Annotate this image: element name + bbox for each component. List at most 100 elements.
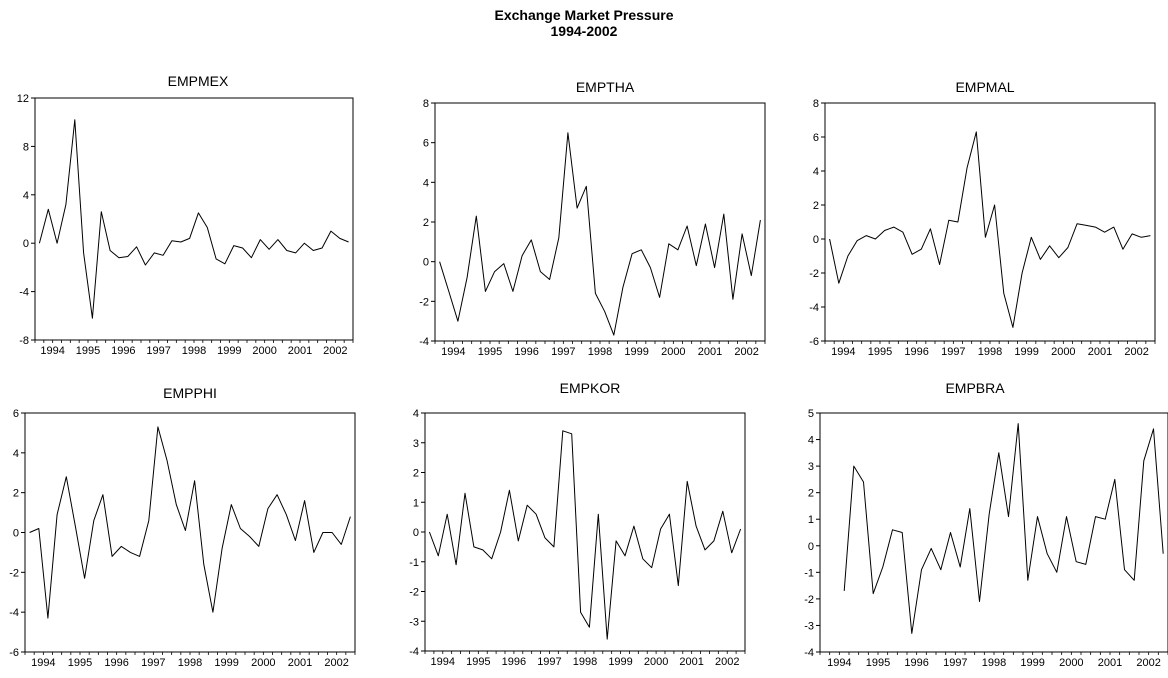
- empkor-title: EMPKOR: [560, 380, 621, 396]
- empmex-plot-frame: [34, 97, 354, 341]
- emptha-ytick-label: 2: [423, 217, 429, 229]
- empmex-xtick-label: 1995: [76, 345, 100, 357]
- empkor-ytick-label: 2: [413, 468, 419, 480]
- empkor-xtick-label: 1997: [537, 656, 561, 668]
- empphi-xtick-label: 1997: [141, 657, 165, 669]
- empphi-ytick-label: -4: [9, 607, 19, 619]
- empmal-xtick-label: 1995: [868, 346, 892, 358]
- empmex-ytick-label: 12: [17, 93, 29, 105]
- empkor-ytick-label: 4: [413, 408, 419, 420]
- panel-empkor: EMPKOR -4 -3 -2 -1 0 1 2 3 4 1994 1995 1996 1997 1998 1…: [409, 380, 746, 668]
- empmal-xtick-label: 1999: [1014, 346, 1038, 358]
- panel-empmal: EMPMAL -6 -4 -2 0 2 4 6 8 1994 1995 1996 1997 1998 199…: [809, 79, 1156, 358]
- empkor-ytick-label: -2: [409, 587, 419, 599]
- empmex-ytick-label: 8: [23, 141, 29, 153]
- empbra-ytick-label: -1: [804, 567, 814, 579]
- empbra-xtick-label: 1997: [943, 657, 967, 669]
- empbra-plot-frame: [819, 412, 1168, 653]
- empkor-ytick-label: -4: [409, 646, 419, 658]
- empphi-ytick-label: 6: [13, 408, 19, 420]
- empphi-xtick-label: 1995: [68, 657, 92, 669]
- empphi-series-line: [29, 426, 351, 619]
- empmex-xtick-label: 2000: [252, 345, 276, 357]
- empbra-ytick-label: 5: [808, 408, 814, 420]
- empkor-plot-frame: [424, 412, 746, 652]
- empbra-xtick-label: 1999: [1020, 657, 1044, 669]
- empmal-xtick-label: 2001: [1088, 346, 1112, 358]
- empphi-ytick-label: -6: [9, 647, 19, 659]
- chart-main-title: Exchange Market Pressure: [494, 7, 674, 23]
- emptha-xtick-label: 2002: [734, 346, 758, 358]
- empbra-ytick-label: 0: [808, 541, 814, 553]
- empmal-ytick-label: -2: [809, 268, 819, 280]
- empkor-xtick-label: 2002: [715, 656, 739, 668]
- empbra-ytick-label: -3: [804, 620, 814, 632]
- empmex-xtick-label: 1994: [40, 345, 64, 357]
- empphi-title: EMPPHI: [163, 385, 217, 401]
- empkor-ytick-label: 0: [413, 527, 419, 539]
- empmal-ytick-label: -6: [809, 336, 819, 348]
- empmex-xtick-label: 1999: [217, 345, 241, 357]
- empkor-xtick-label: 1994: [431, 656, 455, 668]
- empbra-ytick-label: 2: [808, 488, 814, 500]
- empphi-plot-frame: [24, 412, 356, 653]
- empmex-series-line: [38, 119, 349, 319]
- empmex-xtick-label: 1998: [182, 345, 206, 357]
- empmal-ytick-label: 6: [813, 132, 819, 144]
- emptha-title: EMPTHA: [576, 79, 635, 95]
- empkor-ytick-label: -3: [409, 616, 419, 628]
- emptha-ytick-label: 0: [423, 257, 429, 269]
- empphi-xtick-label: 1994: [31, 657, 55, 669]
- emptha-xtick-label: 1994: [441, 346, 465, 358]
- empbra-ytick-label: 4: [808, 435, 814, 447]
- empbra-xtick-label: 2001: [1098, 657, 1122, 669]
- empmal-ytick-label: 4: [813, 166, 819, 178]
- empbra-ytick-label: 1: [808, 514, 814, 526]
- empmal-title: EMPMAL: [955, 79, 1014, 95]
- empmal-xtick-label: 2002: [1124, 346, 1148, 358]
- empphi-xtick-label: 1999: [214, 657, 238, 669]
- panel-emptha: EMPTHA -4 -2 0 2 4 6 8 1994 1995 1996 1997 1998 1999 2…: [419, 79, 766, 358]
- emptha-plot-frame: [434, 102, 766, 342]
- empphi-ytick-label: 2: [13, 488, 19, 500]
- empmex-ytick-label: 4: [23, 190, 29, 202]
- empkor-ytick-label: 1: [413, 497, 419, 509]
- empmal-ytick-label: 2: [813, 200, 819, 212]
- empphi-xtick-label: 2002: [324, 657, 348, 669]
- empphi-xtick-label: 2001: [288, 657, 312, 669]
- empphi-xtick-label: 2000: [251, 657, 275, 669]
- empmex-xtick-label: 1997: [146, 345, 170, 357]
- empkor-xtick-label: 2001: [679, 656, 703, 668]
- empmex-xtick-label: 2001: [288, 345, 312, 357]
- empbra-title: EMPBRA: [945, 380, 1005, 396]
- emptha-ytick-label: 8: [423, 98, 429, 110]
- empmal-ytick-label: 0: [813, 234, 819, 246]
- empphi-ytick-label: -2: [9, 567, 19, 579]
- emptha-ytick-label: 4: [423, 177, 429, 189]
- empmex-xtick-label: 1996: [111, 345, 135, 357]
- emptha-ytick-label: -4: [419, 336, 429, 348]
- empmex-title: EMPMEX: [168, 73, 229, 89]
- emptha-xtick-label: 1995: [478, 346, 502, 358]
- emptha-xtick-label: 1999: [624, 346, 648, 358]
- panel-empphi: EMPPHI -6 -4 -2 0 2 4 6 1994 1995 1996 1997 1998 1999…: [9, 385, 356, 669]
- empkor-xtick-label: 1999: [608, 656, 632, 668]
- panel-empbra: EMPBRA -4 -3 -2 -1 0 1 2 3 4 5 1994 1995 1996 1997 1998…: [804, 380, 1168, 669]
- empkor-xtick-label: 1998: [573, 656, 597, 668]
- empbra-xtick-label: 2000: [1059, 657, 1083, 669]
- empbra-series-line: [843, 423, 1164, 634]
- empphi-xtick-label: 1996: [104, 657, 128, 669]
- empkor-xtick-label: 2000: [644, 656, 668, 668]
- empmex-ytick-label: -4: [19, 287, 29, 299]
- empkor-ytick-label: -1: [409, 557, 419, 569]
- emptha-xtick-label: 1998: [588, 346, 612, 358]
- empkor-ytick-label: 3: [413, 438, 419, 450]
- empbra-ytick-label: 3: [808, 461, 814, 473]
- chart-main-subtitle: 1994-2002: [550, 23, 618, 39]
- empbra-xtick-label: 1995: [866, 657, 890, 669]
- empmal-xtick-label: 1996: [904, 346, 928, 358]
- empphi-xtick-label: 1998: [178, 657, 202, 669]
- empkor-xtick-label: 1995: [466, 656, 490, 668]
- empmex-ytick-label: 0: [23, 238, 29, 250]
- emptha-series-line: [439, 132, 761, 336]
